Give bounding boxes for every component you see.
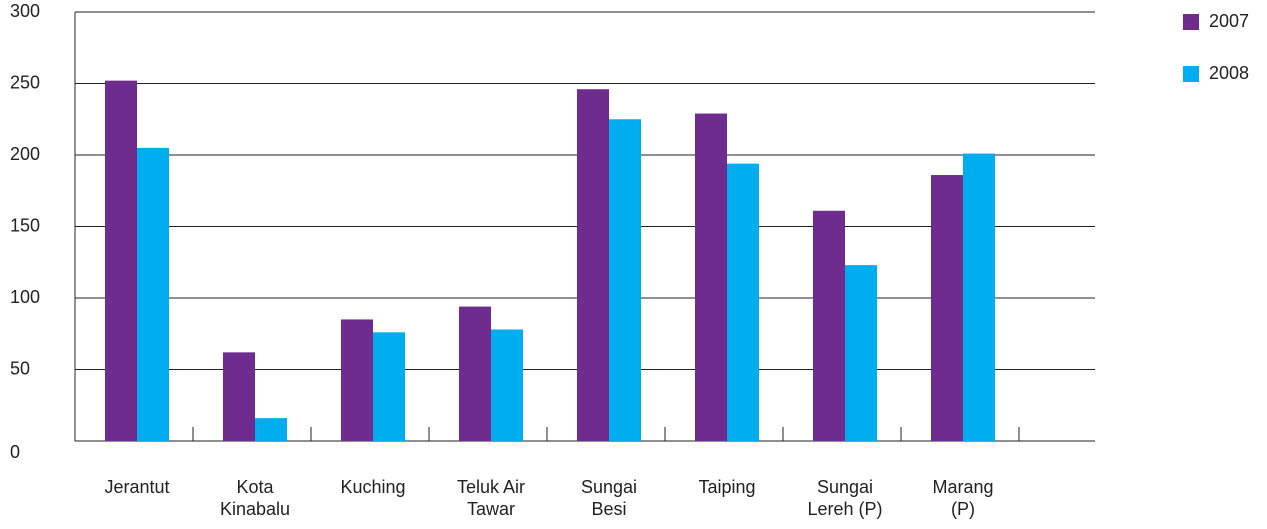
y-tick-label: 200 xyxy=(10,144,40,164)
x-tick-label: Sungai Lereh (P) xyxy=(807,477,882,519)
x-tick-label: Taiping xyxy=(698,477,755,497)
bar xyxy=(727,163,759,441)
legend-label: 2008 xyxy=(1209,63,1249,83)
bar xyxy=(255,418,287,441)
bar xyxy=(105,80,137,441)
x-tick-label: Kota Kinabalu xyxy=(220,477,290,519)
bar xyxy=(137,147,169,441)
legend-swatch xyxy=(1183,66,1199,82)
y-tick-label: 50 xyxy=(10,358,30,378)
bar xyxy=(695,113,727,441)
bar xyxy=(845,265,877,441)
bar xyxy=(223,352,255,441)
bar xyxy=(577,89,609,441)
x-tick-label: Sungai Besi xyxy=(581,477,637,519)
y-tick-label: 300 xyxy=(10,1,40,21)
x-tick-label: Marang (P) xyxy=(932,477,993,519)
bar xyxy=(813,210,845,441)
bar xyxy=(373,332,405,441)
legend-swatch xyxy=(1183,14,1199,30)
y-tick-label: 100 xyxy=(10,287,40,307)
x-tick-label: Kuching xyxy=(340,477,405,497)
y-tick-label: 0 xyxy=(10,442,20,462)
bar xyxy=(341,319,373,441)
bar xyxy=(931,175,963,441)
legend-label: 2007 xyxy=(1209,11,1249,31)
y-tick-label: 250 xyxy=(10,72,40,92)
bar xyxy=(609,119,641,441)
bar xyxy=(963,153,995,441)
x-tick-label: Teluk Air Tawar xyxy=(457,477,525,519)
x-tick-label: Jerantut xyxy=(104,477,169,497)
y-tick-label: 150 xyxy=(10,215,40,235)
bar xyxy=(459,306,491,441)
bar xyxy=(491,329,523,441)
